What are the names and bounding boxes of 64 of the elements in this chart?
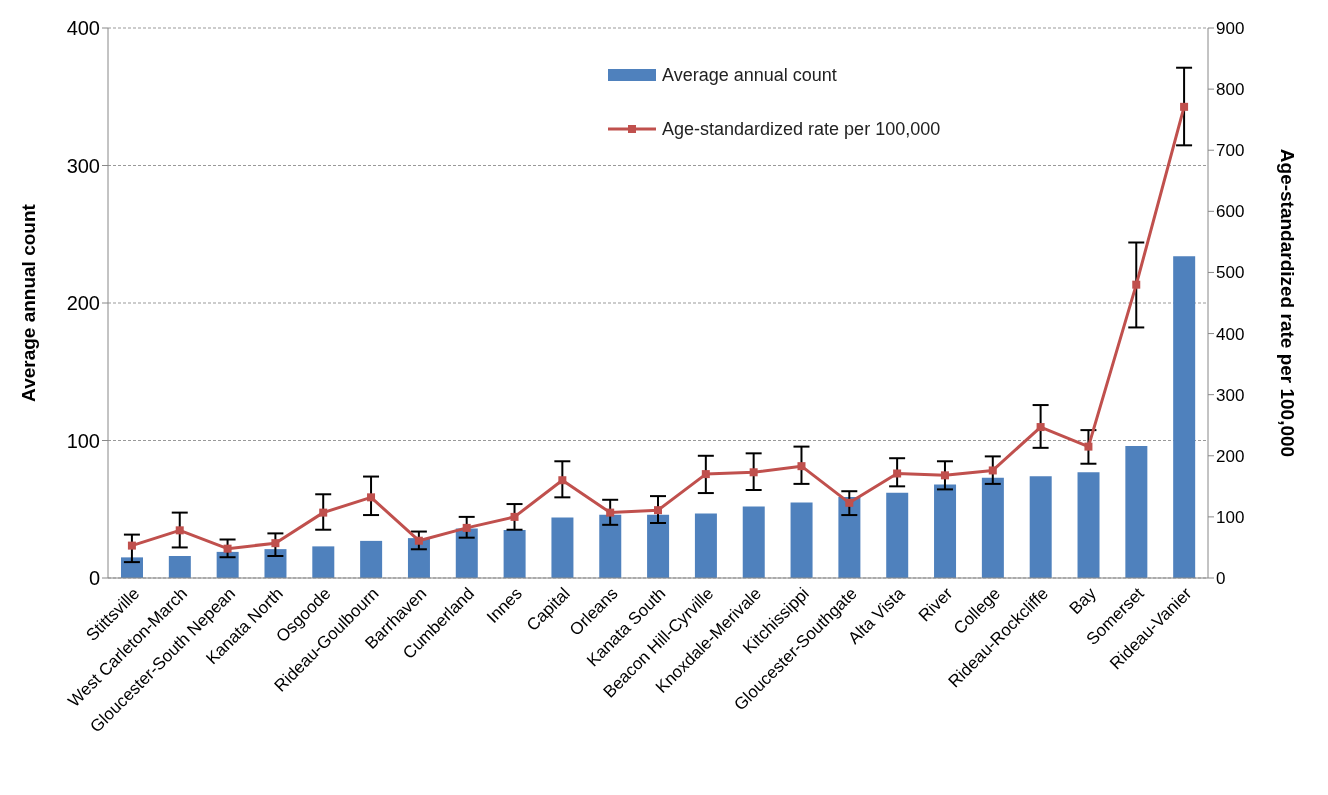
y2-tick-label: 900: [1216, 19, 1245, 39]
y-tick-label: 300: [66, 154, 100, 177]
bar: [886, 492, 909, 578]
point: [701, 470, 710, 479]
y-tick-label: 200: [66, 292, 100, 315]
point: [606, 508, 615, 517]
bar: [647, 514, 670, 578]
point: [175, 526, 184, 535]
point: [940, 471, 949, 480]
y-tick-label: 0: [88, 567, 100, 590]
point: [845, 498, 854, 507]
bar: [503, 529, 526, 578]
point: [749, 468, 758, 477]
bar: [1173, 256, 1196, 578]
bar: [1029, 476, 1052, 578]
point: [223, 544, 232, 553]
point: [1180, 102, 1189, 111]
bar: [312, 546, 335, 578]
point: [319, 508, 328, 517]
bar: [360, 540, 383, 578]
y-tick-label: 100: [66, 429, 100, 452]
bar: [216, 551, 239, 578]
legend-label: Average annual count: [662, 64, 837, 86]
point: [797, 462, 806, 471]
legend-label: Age-standardized rate per 100,000: [662, 118, 941, 140]
bar: [694, 513, 717, 578]
bar: [981, 477, 1004, 578]
y2-tick-label: 800: [1216, 80, 1245, 100]
bar: [790, 502, 813, 578]
bar: [934, 484, 957, 578]
bar: [551, 517, 574, 578]
point: [893, 469, 902, 478]
bar: [168, 556, 191, 578]
y2-tick-label: 400: [1216, 324, 1245, 344]
y2-axis-title: Age-standardized rate per 100,000: [1277, 148, 1299, 458]
bar: [121, 557, 143, 578]
point: [510, 512, 519, 521]
point: [558, 476, 567, 485]
y2-tick-label: 500: [1216, 263, 1245, 283]
point: [414, 536, 423, 545]
y2-tick-label: 0: [1216, 569, 1226, 589]
point: [271, 539, 280, 548]
bar: [599, 514, 622, 578]
y2-tick-label: 600: [1216, 202, 1245, 222]
y2-tick-label: 100: [1216, 507, 1245, 527]
y-axis-title: Average annual count: [17, 203, 39, 402]
point: [654, 506, 662, 515]
y2-tick-label: 300: [1216, 385, 1245, 405]
bar: [742, 506, 765, 578]
y2-tick-label: 700: [1216, 141, 1245, 161]
bar: [838, 496, 861, 578]
point: [367, 493, 376, 502]
point: [988, 466, 997, 475]
point: [1084, 442, 1093, 451]
point: [127, 541, 136, 550]
point: [462, 523, 471, 532]
bar: [1125, 446, 1148, 578]
bar: [1077, 472, 1100, 578]
bar: [264, 549, 287, 578]
y2-tick-label: 200: [1216, 446, 1245, 466]
point: [1132, 280, 1141, 289]
bar: [455, 528, 478, 578]
y-tick-label: 400: [66, 17, 100, 40]
point: [1036, 423, 1045, 432]
